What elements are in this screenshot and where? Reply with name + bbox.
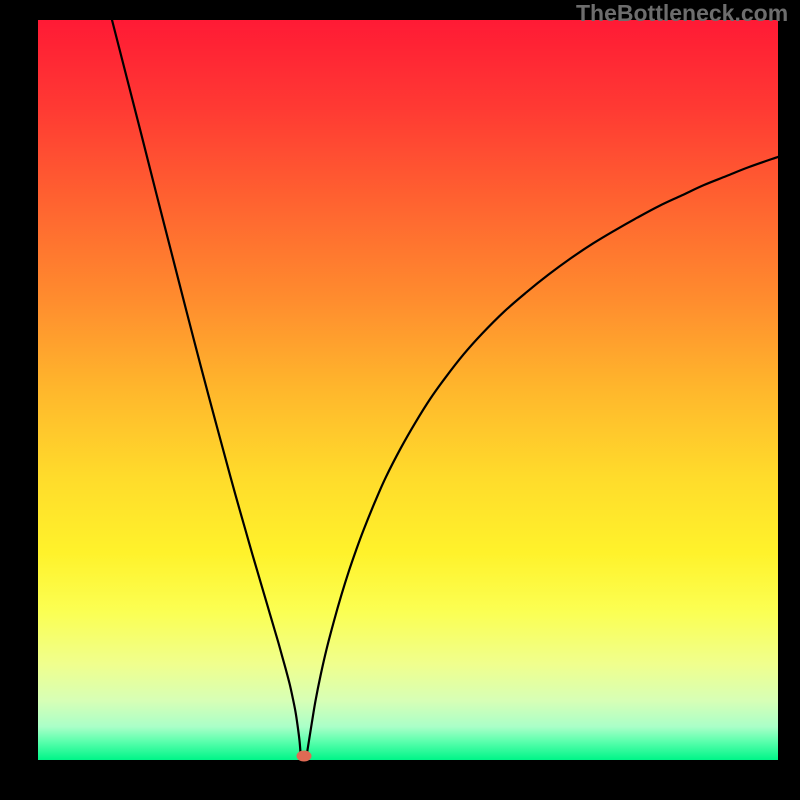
vertex-marker (294, 748, 313, 763)
gradient-background (38, 20, 778, 760)
plot-svg (38, 20, 778, 760)
watermark-text: TheBottleneck.com (576, 0, 788, 27)
chart-container: TheBottleneck.com (0, 0, 800, 800)
plot-area (38, 20, 778, 760)
